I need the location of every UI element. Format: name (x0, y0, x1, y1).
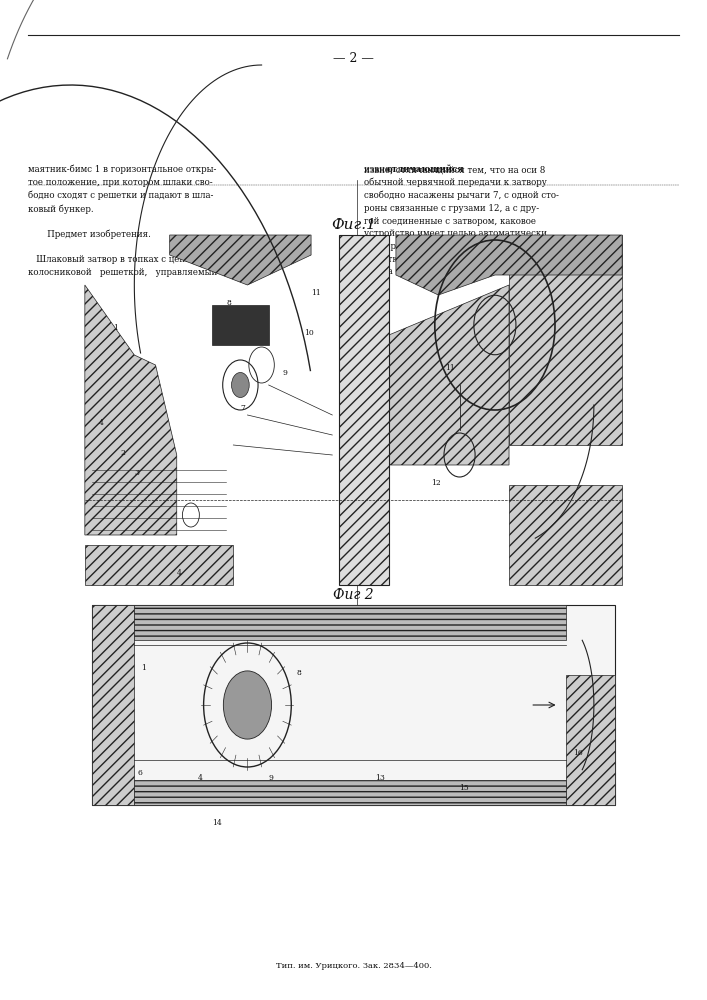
Text: Тип. им. Урицкого. Зак. 2834—400.: Тип. им. Урицкого. Зак. 2834—400. (276, 962, 431, 970)
Text: 4: 4 (99, 419, 104, 427)
Text: 15: 15 (460, 784, 469, 792)
Text: 1: 1 (141, 664, 146, 672)
Text: 6: 6 (138, 769, 143, 777)
Bar (566, 675, 615, 805)
Text: 12: 12 (431, 479, 441, 487)
Text: 14: 14 (212, 819, 222, 827)
Polygon shape (509, 485, 622, 585)
Polygon shape (170, 235, 311, 285)
Text: 4: 4 (177, 569, 182, 577)
Text: 16: 16 (573, 749, 583, 757)
Polygon shape (85, 285, 177, 535)
Polygon shape (396, 235, 622, 295)
Bar (134, 780, 566, 805)
Text: — 2 —: — 2 — (333, 52, 374, 65)
Text: 9: 9 (283, 369, 288, 377)
Polygon shape (339, 235, 389, 585)
Text: 1: 1 (113, 324, 118, 332)
Text: 3: 3 (134, 469, 139, 477)
Bar (92, 605, 134, 805)
Text: 8: 8 (297, 669, 302, 677)
Circle shape (223, 671, 271, 739)
Polygon shape (85, 545, 233, 585)
Bar (134, 605, 566, 640)
Text: Фиг 2: Фиг 2 (333, 588, 374, 602)
Text: 7: 7 (240, 404, 245, 412)
Text: 11: 11 (445, 364, 455, 372)
Bar (212, 305, 269, 345)
Text: извне, отличающийся тем, что на оси 8
обычной червячной передачи к затвору
свобо: извне, отличающийся тем, что на оси 8 об… (364, 165, 565, 276)
Text: 4: 4 (198, 774, 203, 782)
Text: маятник-бимс 1 в горизонтальное откры-
тое положение, при котором шлаки сво-
бод: маятник-бимс 1 в горизонтальное откры- т… (28, 165, 218, 277)
Circle shape (231, 372, 249, 397)
Text: 2: 2 (120, 449, 125, 457)
Text: 8: 8 (226, 299, 231, 307)
Text: 9: 9 (269, 774, 274, 782)
Text: 13: 13 (375, 774, 385, 782)
Text: 11: 11 (311, 289, 321, 297)
Text: Фиг.1: Фиг.1 (331, 218, 376, 232)
Text: извне,: извне, (364, 165, 396, 174)
Text: отличающийся: отличающийся (387, 165, 464, 174)
Bar (92, 605, 615, 805)
Polygon shape (509, 235, 622, 445)
Polygon shape (389, 285, 509, 465)
Text: 10: 10 (304, 329, 314, 337)
